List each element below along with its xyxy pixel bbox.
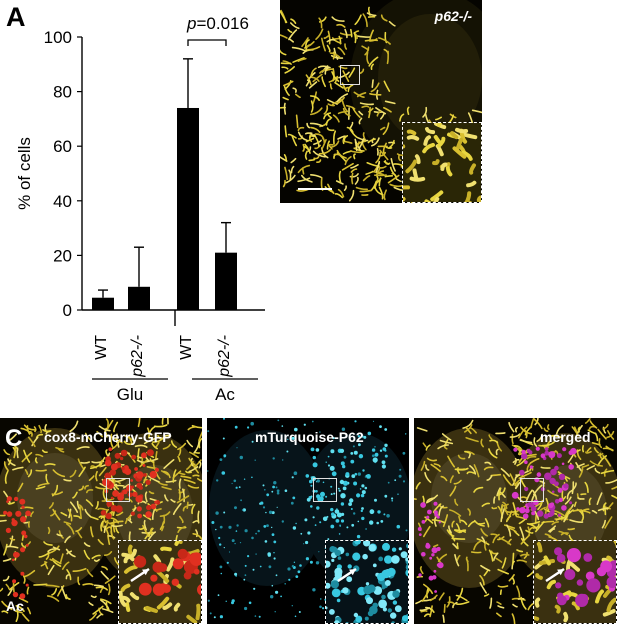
zoom-inset: [325, 540, 409, 624]
y-tick-label: 80: [53, 83, 72, 102]
zoom-inset: [402, 122, 482, 203]
bar: [177, 107, 199, 310]
x-tick-label: WT: [178, 335, 195, 360]
roi-box: [106, 478, 130, 502]
mitolysosomes: [3, 496, 31, 600]
bar: [128, 286, 150, 310]
channel-label-p62: mTurquoise-P62: [255, 429, 364, 445]
zoom-inset: [533, 540, 617, 624]
zoom-inset-image: [119, 541, 201, 623]
mitolysosomes: [134, 548, 201, 596]
panel-letter-a: A: [6, 2, 26, 32]
roi-box: [313, 478, 337, 502]
y-tick-label: 40: [53, 192, 72, 211]
zoom-inset-image: [326, 541, 408, 623]
group-label: Ac: [215, 385, 235, 404]
micrograph-mturquoise-p62: mTurquoise-P62: [207, 418, 409, 624]
nucleus: [17, 453, 93, 543]
y-axis-label: % of cells: [15, 137, 34, 210]
colocalized-puncta: [554, 547, 616, 607]
nucleus: [431, 453, 507, 543]
micrograph-b-image: [280, 0, 482, 203]
y-tick-label: 100: [44, 28, 72, 47]
x-tick-label: WT: [93, 335, 110, 360]
mitochondria: [414, 419, 538, 624]
mitolysosomes: [100, 447, 161, 520]
p62-puncta: [305, 447, 388, 529]
arrow-head-icon: [142, 569, 149, 576]
mitochondria: [403, 123, 481, 202]
channel-label-merged: merged: [540, 429, 591, 445]
roi-box: [340, 65, 360, 85]
zoom-inset: [118, 540, 202, 624]
zoom-inset-image: [403, 123, 481, 202]
bar-chart: 0 20 40 60 80 100 % of cells WT p62-/- WT p62-/- Gl…: [15, 14, 265, 404]
cell-body: [209, 430, 325, 586]
colocalized-puncta: [511, 446, 577, 519]
roi-box: [520, 478, 544, 502]
panel-letter-c: C: [5, 425, 23, 452]
scale-bar: [298, 188, 332, 190]
colocalized-puncta: [417, 501, 444, 593]
micrograph-c2-image: [207, 418, 409, 624]
micrograph-p62-knockout: p62-/-: [280, 0, 482, 203]
y-tick-label: 20: [53, 246, 72, 265]
p62-puncta: [326, 541, 408, 623]
significance-bracket: [187, 39, 227, 46]
nucleus: [378, 14, 482, 142]
bar: [215, 252, 237, 310]
arrow-head-icon: [349, 569, 356, 576]
channel-label-cox8: cox8-mCherry-GFP: [44, 429, 172, 445]
micrograph-merged: merged: [414, 418, 617, 624]
p-value-annotation: p=0.016: [186, 14, 249, 33]
genotype-label: p62-/-: [434, 8, 472, 24]
arrow-head-icon: [557, 569, 564, 576]
y-tick-label: 0: [63, 301, 72, 320]
x-tick-label: p62-/-: [129, 335, 146, 378]
condition-label: Ac: [6, 598, 24, 614]
y-tick-label: 60: [53, 137, 72, 156]
zoom-inset-image: [534, 541, 616, 623]
micrograph-cox8-mcherry-gfp: C cox8-mCherry-GFP Ac: [0, 418, 202, 624]
nucleus: [117, 465, 193, 561]
bar: [92, 297, 114, 310]
x-tick-label: p62-/-: [216, 335, 233, 378]
group-label: Glu: [117, 385, 143, 404]
